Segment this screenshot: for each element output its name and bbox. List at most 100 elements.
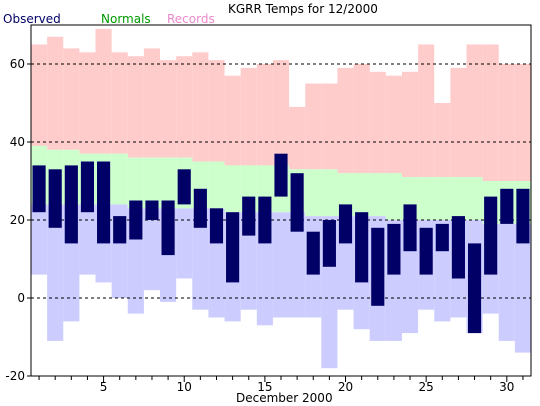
x-axis-label: December 2000 <box>236 391 333 405</box>
record-high-bar <box>256 64 273 166</box>
x-tick-label: 20 <box>338 380 353 394</box>
record-high-bar <box>79 52 96 154</box>
x-tick-label: 25 <box>419 380 434 394</box>
record-high-bar <box>289 106 306 170</box>
record-high-bar <box>208 60 225 162</box>
record-high-bar <box>160 60 177 158</box>
observed-bar <box>177 169 191 205</box>
record-high-bars <box>31 28 531 181</box>
axes: -20 0 20 40 60 5 10 15 20 25 30 <box>5 24 532 394</box>
record-high-bar <box>369 71 386 174</box>
record-high-bar <box>272 60 290 166</box>
legend-normals: Normals <box>101 12 151 26</box>
normal-bar <box>160 157 177 209</box>
normal-bar <box>111 153 128 205</box>
normal-bar <box>143 157 161 209</box>
observed-bar <box>32 165 46 213</box>
observed-bars <box>32 153 530 334</box>
record-high-bar <box>418 44 435 178</box>
record-high-bar <box>127 56 144 158</box>
record-high-bar <box>466 44 483 178</box>
normal-bar <box>353 173 370 217</box>
record-high-bar <box>95 28 112 154</box>
y-tick-label: 0 <box>17 291 25 305</box>
record-high-bar <box>111 52 128 154</box>
normal-bar <box>208 161 225 209</box>
observed-bar <box>419 227 433 275</box>
observed-bar <box>451 216 465 279</box>
normal-bar <box>127 157 144 209</box>
record-high-bar <box>305 83 322 170</box>
observed-bar <box>371 227 385 306</box>
observed-bar <box>306 231 320 275</box>
record-high-bar <box>321 83 338 170</box>
observed-bar <box>97 161 111 244</box>
record-high-bar <box>337 67 354 174</box>
observed-bar <box>209 208 224 244</box>
record-low-bar <box>31 204 48 275</box>
record-low-bar <box>498 223 515 341</box>
record-high-bar <box>47 36 64 150</box>
record-high-bar <box>434 103 451 178</box>
y-tick-label: -20 <box>5 369 25 383</box>
observed-bar <box>387 223 401 275</box>
record-low-bar <box>240 212 257 310</box>
observed-bar <box>258 196 272 244</box>
x-tick-label: 5 <box>100 380 108 394</box>
observed-bar <box>290 173 304 232</box>
record-high-bar <box>224 75 241 166</box>
record-high-bar <box>143 48 161 158</box>
record-low-bar <box>143 208 161 291</box>
chart-title: KGRR Temps for 12/2000 <box>228 2 378 16</box>
record-high-bar <box>192 52 209 162</box>
normal-bar <box>305 169 322 217</box>
observed-bar <box>516 188 530 244</box>
record-low-bar <box>514 223 531 353</box>
record-high-bar <box>514 64 531 181</box>
record-low-bar <box>176 208 193 279</box>
normal-bar <box>385 173 402 220</box>
normal-bar <box>321 169 338 217</box>
observed-bar <box>484 196 498 275</box>
record-high-bar <box>498 64 515 181</box>
y-tick-label: 40 <box>10 135 25 149</box>
observed-bar <box>500 188 514 224</box>
record-low-bar <box>192 208 209 310</box>
observed-bar <box>145 200 159 220</box>
record-low-bar <box>47 204 64 341</box>
normal-bar <box>224 165 241 213</box>
observed-bar <box>467 243 482 334</box>
observed-bar <box>161 200 175 256</box>
record-low-bar <box>79 204 96 275</box>
legend-observed: Observed <box>3 12 61 26</box>
record-low-bar <box>272 212 290 318</box>
observed-bar <box>322 220 336 267</box>
y-tick-label: 60 <box>10 57 25 71</box>
normal-bar <box>450 177 467 220</box>
observed-bar <box>48 169 62 228</box>
observed-bar <box>193 188 207 228</box>
record-high-bar <box>31 44 48 146</box>
y-tick-label: 20 <box>10 213 25 227</box>
observed-bar <box>129 200 143 240</box>
record-low-bar <box>289 212 306 318</box>
observed-bar <box>403 204 417 252</box>
x-tick-label: 30 <box>499 380 514 394</box>
observed-bar <box>242 196 256 236</box>
observed-bar <box>80 161 95 213</box>
normal-bar <box>418 177 435 220</box>
observed-bar <box>338 204 353 244</box>
normal-bar <box>369 173 386 217</box>
observed-bar <box>113 216 127 244</box>
legend-records: Records <box>167 12 215 26</box>
record-high-bar <box>353 64 370 174</box>
gridlines <box>31 63 531 299</box>
observed-bar <box>435 223 449 252</box>
observed-bar <box>274 153 288 197</box>
x-tick-label: 10 <box>177 380 192 394</box>
record-high-bar <box>482 44 499 181</box>
observed-bar <box>64 165 78 244</box>
record-high-bar <box>450 67 467 178</box>
observed-bar <box>226 212 240 283</box>
